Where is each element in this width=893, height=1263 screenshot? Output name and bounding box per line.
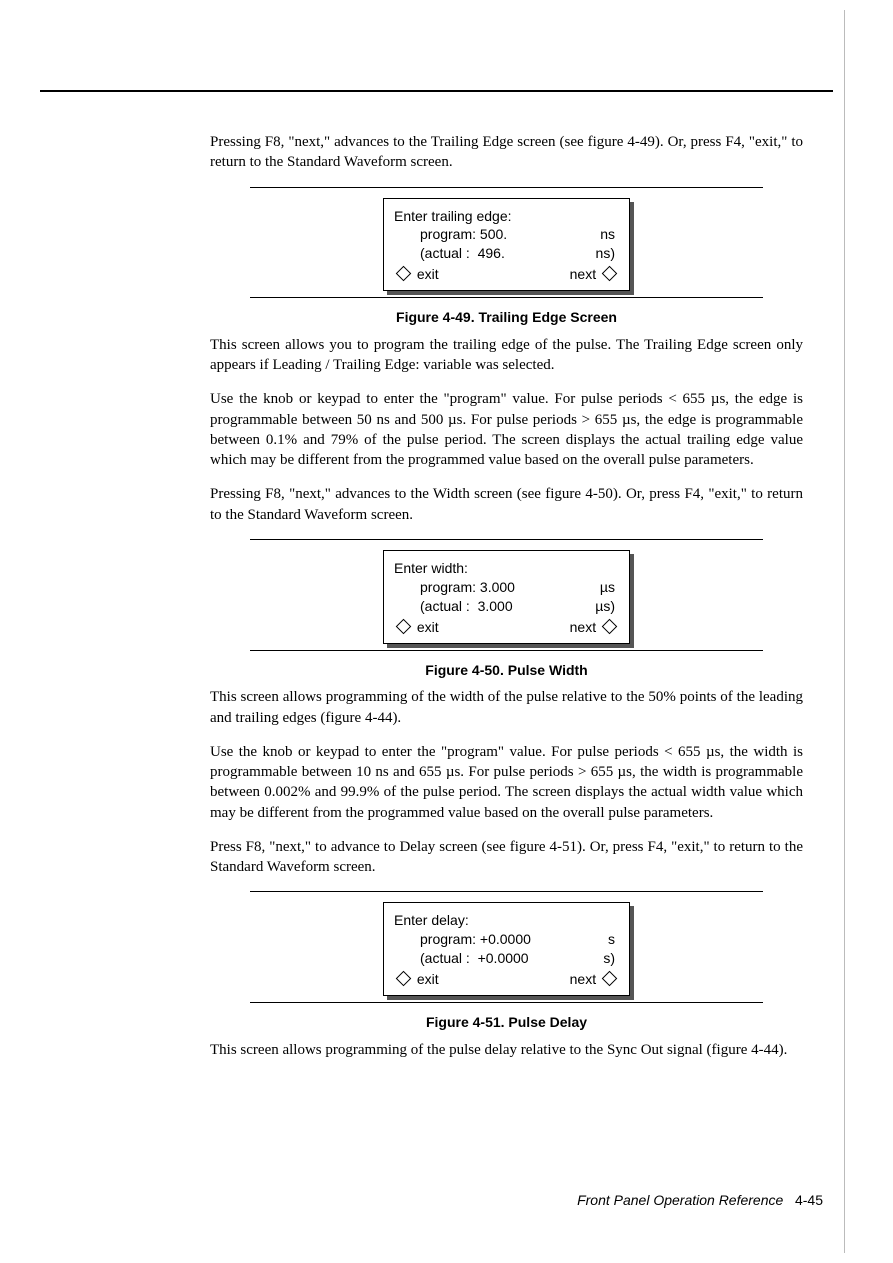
figure-bottom-rule [250, 1002, 763, 1003]
diamond-icon [602, 618, 618, 634]
screen-bottom-row: exit next [394, 265, 619, 284]
para-50c: Press F8, "next," to advance to Delay sc… [210, 837, 803, 878]
para-49b: Use the knob or keypad to enter the "pro… [210, 389, 803, 470]
program-unit: µs [600, 578, 615, 597]
actual-label: (actual : [420, 950, 470, 966]
diamond-icon [396, 618, 412, 634]
diamond-icon [396, 971, 412, 987]
figure-4-50-caption: Figure 4-50. Pulse Width [210, 661, 803, 680]
program-value: +0.0000 [480, 931, 531, 947]
actual-label: (actual : [420, 598, 470, 614]
actual-value: 496. [478, 245, 505, 261]
pulse-width-screen: Enter width: program: 3.000 µs (actual :… [383, 550, 630, 644]
diamond-icon [396, 266, 412, 282]
program-row: program: +0.0000 s [394, 930, 619, 949]
diamond-icon [602, 266, 618, 282]
program-value: 3.000 [480, 579, 515, 595]
actual-unit: ns) [596, 244, 615, 263]
figure-bottom-rule [250, 650, 763, 651]
page-content: Pressing F8, "next," advances to the Tra… [210, 132, 803, 1060]
figure-4-51-caption: Figure 4-51. Pulse Delay [210, 1013, 803, 1032]
actual-label: (actual : [420, 245, 470, 261]
actual-unit: s) [603, 949, 615, 968]
program-row: program: 500. ns [394, 225, 619, 244]
pulse-delay-screen: Enter delay: program: +0.0000 s (actual … [383, 902, 630, 996]
figure-top-rule [250, 187, 763, 188]
next-label: next [570, 971, 596, 987]
figure-top-rule [250, 539, 763, 540]
screen-title: Enter width: [394, 559, 619, 578]
figure-bottom-rule [250, 297, 763, 298]
para-50b: Use the knob or keypad to enter the "pro… [210, 742, 803, 823]
top-horizontal-rule [40, 90, 833, 92]
program-unit: s [608, 930, 615, 949]
exit-label: exit [417, 971, 439, 987]
actual-row: (actual : +0.0000 s) [394, 949, 619, 968]
program-row: program: 3.000 µs [394, 578, 619, 597]
screen-title: Enter delay: [394, 911, 619, 930]
intro-paragraph: Pressing F8, "next," advances to the Tra… [210, 132, 803, 173]
actual-row: (actual : 3.000 µs) [394, 597, 619, 616]
program-value: 500. [480, 226, 507, 242]
para-51a: This screen allows programming of the pu… [210, 1040, 803, 1060]
actual-value: +0.0000 [478, 950, 529, 966]
screen-title: Enter trailing edge: [394, 207, 619, 226]
screen-bottom-row: exit next [394, 618, 619, 637]
scan-edge-line [844, 10, 845, 1253]
figure-top-rule [250, 891, 763, 892]
para-50a: This screen allows programming of the wi… [210, 687, 803, 728]
figure-4-49: Enter trailing edge: program: 500. ns (a… [210, 187, 803, 299]
figure-4-49-caption: Figure 4-49. Trailing Edge Screen [210, 308, 803, 327]
program-unit: ns [600, 225, 615, 244]
figure-4-51: Enter delay: program: +0.0000 s (actual … [210, 891, 803, 1003]
para-49a: This screen allows you to program the tr… [210, 335, 803, 376]
para-49c: Pressing F8, "next," advances to the Wid… [210, 484, 803, 525]
diamond-icon [602, 971, 618, 987]
actual-value: 3.000 [478, 598, 513, 614]
footer-page-number: 4-45 [795, 1192, 823, 1208]
trailing-edge-screen: Enter trailing edge: program: 500. ns (a… [383, 198, 630, 292]
program-label: program: [420, 579, 476, 595]
actual-row: (actual : 496. ns) [394, 244, 619, 263]
exit-label: exit [417, 266, 439, 282]
figure-4-50: Enter width: program: 3.000 µs (actual :… [210, 539, 803, 651]
next-label: next [570, 619, 596, 635]
program-label: program: [420, 931, 476, 947]
actual-unit: µs) [595, 597, 615, 616]
page-footer: Front Panel Operation Reference 4-45 [577, 1192, 823, 1208]
footer-text: Front Panel Operation Reference [577, 1192, 783, 1208]
exit-label: exit [417, 619, 439, 635]
screen-bottom-row: exit next [394, 970, 619, 989]
program-label: program: [420, 226, 476, 242]
next-label: next [570, 266, 596, 282]
